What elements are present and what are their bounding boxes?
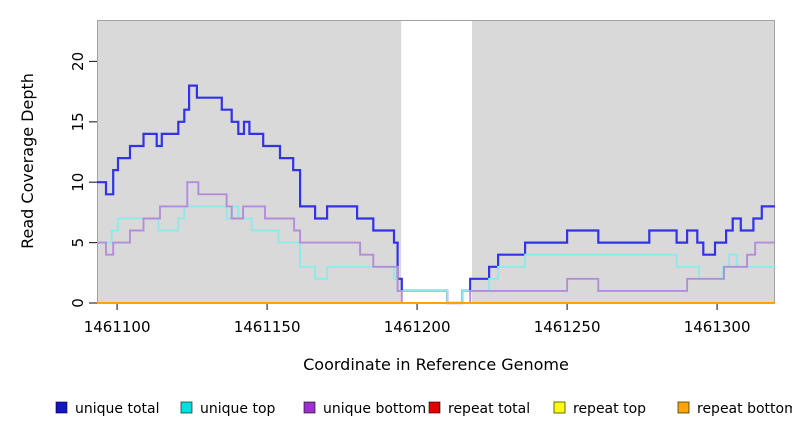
legend-label-repeat-total: repeat total [448,401,530,417]
y-tick-label: 10 [69,173,87,192]
x-tick-label: 1461200 [384,318,451,336]
legend-swatch-unique-total [55,401,68,414]
y-tick-label: 0 [69,298,87,308]
legend-swatch-repeat-top [553,401,566,414]
x-tick-label: 1461150 [234,318,301,336]
y-axis-title: Read Coverage Depth [18,73,37,249]
y-tick-label: 20 [69,52,87,71]
x-tick-label: 1461100 [84,318,151,336]
legend-label-unique-top: unique top [200,401,276,417]
legend-swatch-unique-top [180,401,193,414]
legend-label-unique-bottom: unique bottom [323,401,426,417]
x-tick-label: 1461300 [684,318,751,336]
legend: unique total unique top unique bottom repea… [55,401,792,417]
legend-label-unique-total: unique total [75,401,159,417]
series-unique-total [97,84,775,305]
series-unique-bottom [97,181,775,304]
x-axis-title: Coordinate in Reference Genome [303,355,569,374]
series-unique-top [97,205,775,304]
legend-label-repeat-bottom: repeat bottom [697,401,792,417]
y-tick-label: 5 [69,238,87,248]
legend-swatch-repeat-total [428,401,441,414]
y-tick-label: 15 [69,112,87,131]
legend-label-repeat-top: repeat top [573,401,646,417]
highlight-band [401,20,472,303]
x-tick-label: 1461250 [534,318,601,336]
legend-swatch-unique-bottom [303,401,316,414]
legend-swatch-repeat-bottom [677,401,690,414]
plot-layer: 1461100 1461150 1461200 1461250 1461300 0 5 10 1… [69,20,775,336]
